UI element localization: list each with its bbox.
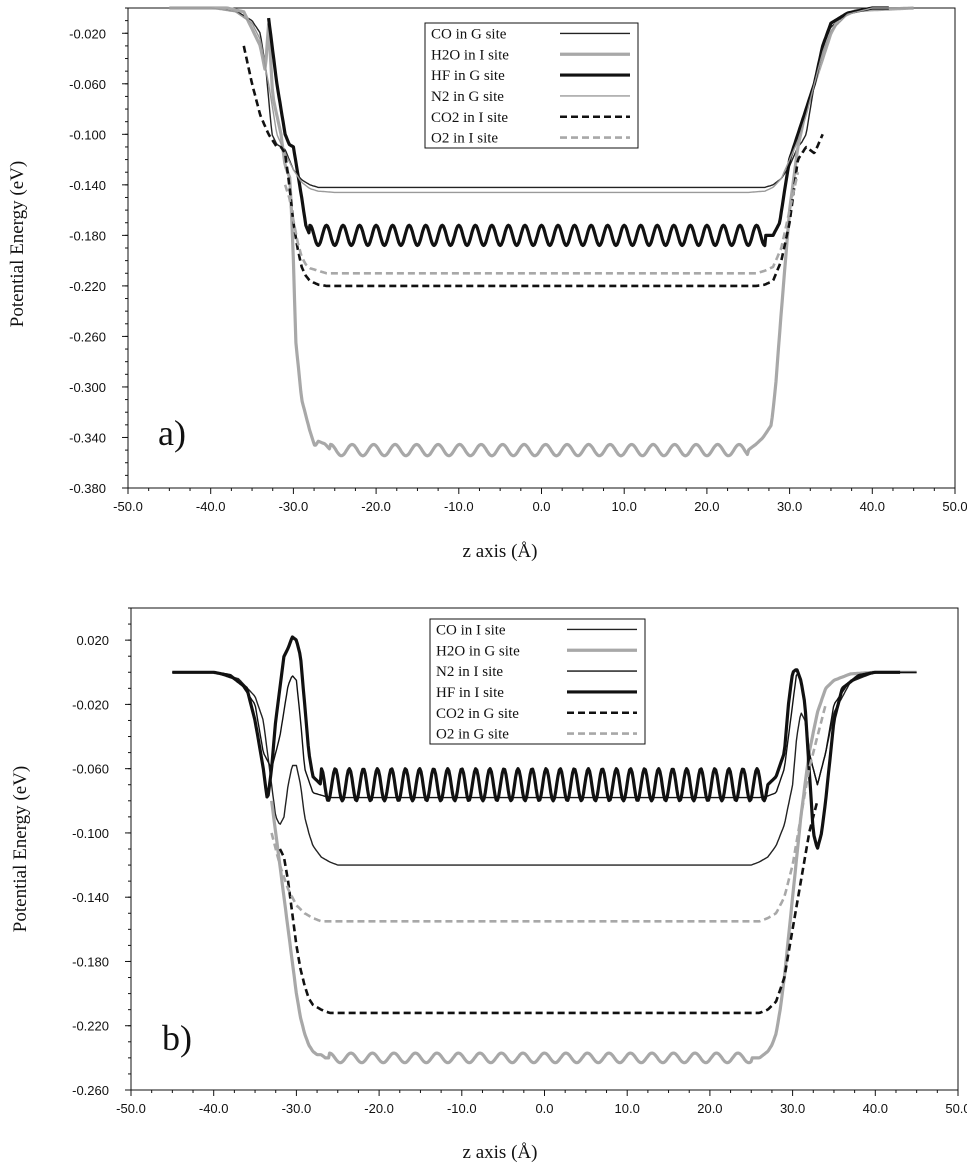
legend: CO in I site H2O in G site N2 in I site HF … — [429, 618, 646, 745]
legend-label: CO2 in I site — [431, 110, 508, 126]
legend-label: CO in I site — [436, 622, 506, 638]
y-tick-label: 0.020 — [76, 633, 109, 648]
series-line-co2-in-i-site — [242, 45, 824, 288]
x-tick-label: -30.0 — [279, 499, 309, 514]
y-tick-label: -0.300 — [69, 380, 106, 395]
x-tick-label: 0.0 — [532, 499, 550, 514]
x-tick-label: 50.0 — [942, 499, 967, 514]
y-tick-label: -0.140 — [72, 890, 109, 905]
x-tick-label: 10.0 — [615, 1101, 640, 1116]
y-tick-label: -0.260 — [69, 329, 106, 344]
y-tick-label: -0.260 — [72, 1083, 109, 1098]
x-tick-label: 10.0 — [612, 499, 637, 514]
legend-label: CO2 in G site — [436, 706, 519, 722]
x-tick-label: -40.0 — [196, 499, 226, 514]
y-axis-title: Potential Energy (eV) — [10, 766, 31, 932]
panel-label: a) — [158, 413, 186, 453]
y-tick-label: -0.180 — [69, 228, 106, 243]
series-line-h2o-in-i-site — [169, 6, 915, 458]
chart-panel-b: -50.0 -40.0 -30.0 -20.0 -10.0 0.0 10.0 20.0 30.0… — [10, 607, 967, 1163]
series-line-o2-in-g-site — [270, 704, 827, 923]
y-tick-label: -0.100 — [72, 826, 109, 841]
x-tick-label: -50.0 — [116, 1101, 146, 1116]
y-tick-label: -0.380 — [69, 481, 106, 496]
legend-label: N2 in I site — [436, 664, 503, 680]
y-tick-label: -0.020 — [72, 697, 109, 712]
x-tick-label: 40.0 — [863, 1101, 888, 1116]
x-tick-label: -40.0 — [199, 1101, 229, 1116]
legend-box — [424, 22, 639, 149]
x-axis-title: z axis (Å) — [463, 541, 538, 562]
legend-label: N2 in G site — [431, 89, 504, 105]
y-tick-label: -0.220 — [69, 279, 106, 294]
y-tick-label: -0.100 — [69, 127, 106, 142]
y-tick-label: -0.220 — [72, 1019, 109, 1034]
legend-label: HF in G site — [431, 68, 505, 84]
legend: CO in G site H2O in I site HF in G site N2 … — [424, 22, 639, 149]
x-tick-label: 20.0 — [697, 1101, 722, 1116]
y-tick-label: -0.060 — [72, 762, 109, 777]
chart-panel-a: -50.0 -40.0 -30.0 -20.0 -10.0 0.0 10.0 20.0 30.0… — [7, 6, 967, 562]
panel-label: b) — [162, 1018, 192, 1058]
x-tick-label: 20.0 — [694, 499, 719, 514]
series-line-co-in-i-site — [172, 671, 917, 866]
y-tick-label: -0.020 — [69, 26, 106, 41]
x-tick-label: 30.0 — [780, 1101, 805, 1116]
y-tick-label: -0.060 — [69, 77, 106, 92]
x-tick-label: -10.0 — [447, 1101, 477, 1116]
y-axis-title: Potential Energy (eV) — [7, 161, 28, 327]
x-tick-label: 30.0 — [777, 499, 802, 514]
series-line-hf-in-i-site — [172, 635, 901, 850]
y-tick-label: -0.140 — [69, 178, 106, 193]
y-tick-label: -0.180 — [72, 954, 109, 969]
legend-label: CO in G site — [431, 26, 507, 42]
x-tick-label: -20.0 — [364, 1101, 394, 1116]
x-axis-title: z axis (Å) — [463, 1142, 538, 1163]
legend-label: O2 in G site — [436, 727, 509, 743]
series-line-o2-in-i-site — [283, 171, 800, 275]
x-tick-label: -20.0 — [361, 499, 391, 514]
series-line-co2-in-g-site — [278, 800, 819, 1015]
legend-label: H2O in I site — [431, 47, 509, 63]
y-tick-label: -0.340 — [69, 430, 106, 445]
x-tick-label: -30.0 — [282, 1101, 312, 1116]
legend-label: HF in I site — [436, 685, 504, 701]
legend-label: H2O in G site — [436, 643, 520, 659]
legend-label: O2 in I site — [431, 131, 498, 147]
x-tick-label: -10.0 — [444, 499, 474, 514]
series-line-n2-in-i-site — [172, 671, 917, 799]
x-tick-label: 0.0 — [535, 1101, 553, 1116]
series-line-n2-in-g-site — [169, 7, 914, 194]
series-line-hf-in-g-site — [267, 6, 890, 248]
x-tick-label: -50.0 — [113, 499, 143, 514]
x-tick-label: 40.0 — [860, 499, 885, 514]
x-tick-label: 50.0 — [945, 1101, 967, 1116]
legend-box — [429, 618, 646, 745]
